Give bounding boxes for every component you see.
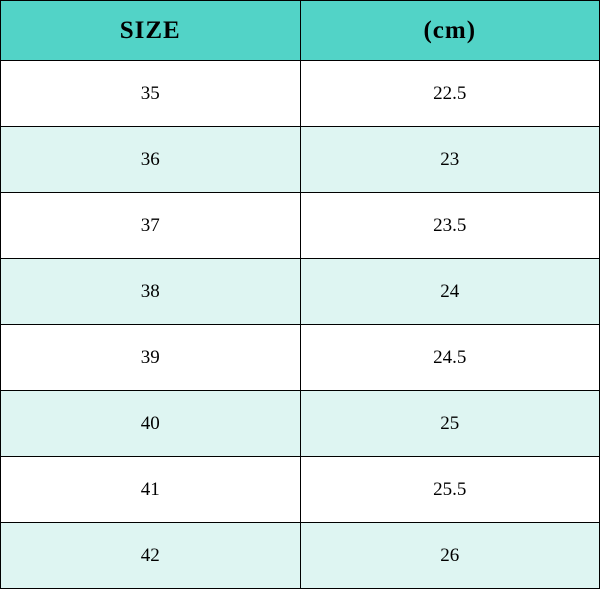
table-row: 40 25 (1, 391, 600, 457)
cm-cell: 22.5 (300, 61, 600, 127)
table-row: 41 25.5 (1, 457, 600, 523)
cm-cell: 25 (300, 391, 600, 457)
table-row: 36 23 (1, 127, 600, 193)
table-row: 39 24.5 (1, 325, 600, 391)
size-cell: 42 (1, 523, 301, 589)
table-header-row: SIZE (cm) (1, 1, 600, 61)
table-row: 42 26 (1, 523, 600, 589)
size-cell: 40 (1, 391, 301, 457)
cm-cell: 23 (300, 127, 600, 193)
column-header-cm: (cm) (300, 1, 600, 61)
size-cell: 38 (1, 259, 301, 325)
cm-cell: 24 (300, 259, 600, 325)
cm-cell: 23.5 (300, 193, 600, 259)
size-cell: 37 (1, 193, 301, 259)
cm-cell: 26 (300, 523, 600, 589)
table-row: 35 22.5 (1, 61, 600, 127)
table-row: 38 24 (1, 259, 600, 325)
size-cell: 39 (1, 325, 301, 391)
cm-cell: 24.5 (300, 325, 600, 391)
cm-cell: 25.5 (300, 457, 600, 523)
size-cell: 35 (1, 61, 301, 127)
table-body: 35 22.5 36 23 37 23.5 38 24 39 24.5 40 2… (1, 61, 600, 589)
size-chart-table: SIZE (cm) 35 22.5 36 23 37 23.5 38 24 39… (0, 0, 600, 589)
size-cell: 36 (1, 127, 301, 193)
size-cell: 41 (1, 457, 301, 523)
table-row: 37 23.5 (1, 193, 600, 259)
column-header-size: SIZE (1, 1, 301, 61)
